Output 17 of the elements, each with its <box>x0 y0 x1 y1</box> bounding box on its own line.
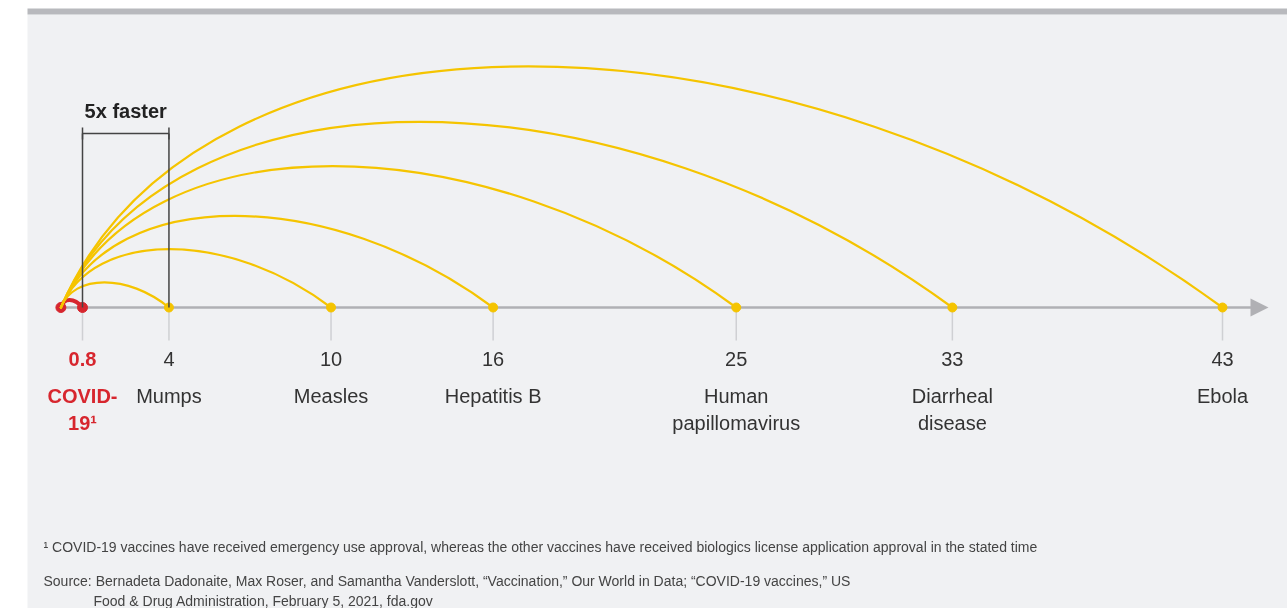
category-label: Ebola <box>1196 384 1249 407</box>
data-label: 4 <box>163 347 175 370</box>
data-label: 0.8 <box>68 347 97 370</box>
text: 5x faster <box>84 99 168 122</box>
category-label: Human papillomavirus <box>672 384 801 434</box>
category-label: Mumps <box>136 384 202 407</box>
text: ¹ COVID-19 vaccines have received emergency use approval, whereas the other vaccines have received biologics license application approval in the stated time <box>43 538 1038 555</box>
category-label: Diarrheal disease <box>911 384 993 434</box>
category-label: Hepatitis B <box>444 384 542 407</box>
data-label: 16 <box>481 347 505 370</box>
data-label: 33 <box>941 347 964 370</box>
source-note: Source: Bernadeta Dadonaite, Max Roser, and Samantha Vanderslott, “Vaccination,” Our World in Data; “COVID-19 vaccines,” US Food & Drug Administration, February 5, 2021, fda.gov <box>43 572 851 608</box>
category-label: Measles <box>293 384 369 407</box>
category-label: COVID-19¹ <box>47 384 118 434</box>
data-label: 43 <box>1211 347 1234 370</box>
data-label: 25 <box>725 347 748 370</box>
data-label: 10 <box>319 347 343 370</box>
